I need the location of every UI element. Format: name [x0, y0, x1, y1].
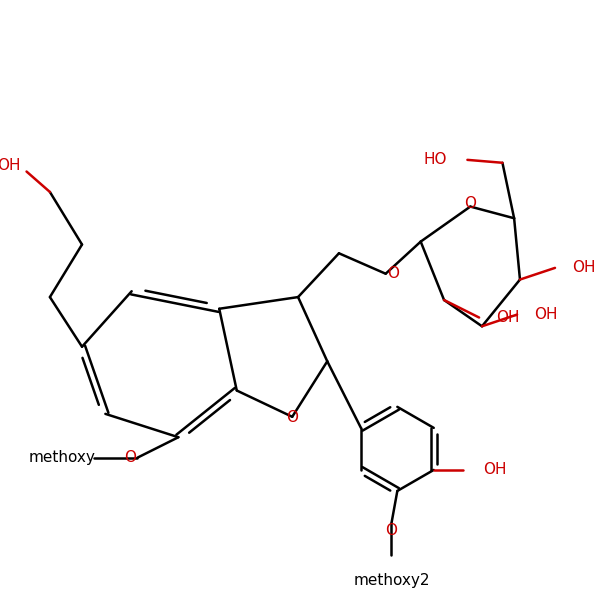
Text: methoxy2: methoxy2 [353, 573, 430, 588]
Text: O: O [286, 410, 298, 425]
Text: O: O [124, 450, 136, 465]
Text: OH: OH [497, 310, 520, 325]
Text: methoxy: methoxy [28, 450, 95, 465]
Text: HO: HO [424, 152, 447, 167]
Text: OH: OH [484, 463, 507, 478]
Text: O: O [464, 196, 476, 211]
Text: O: O [385, 523, 397, 538]
Text: O: O [386, 266, 398, 281]
Text: OH: OH [535, 307, 558, 322]
Text: OH: OH [572, 260, 596, 275]
Text: OH: OH [0, 158, 21, 173]
